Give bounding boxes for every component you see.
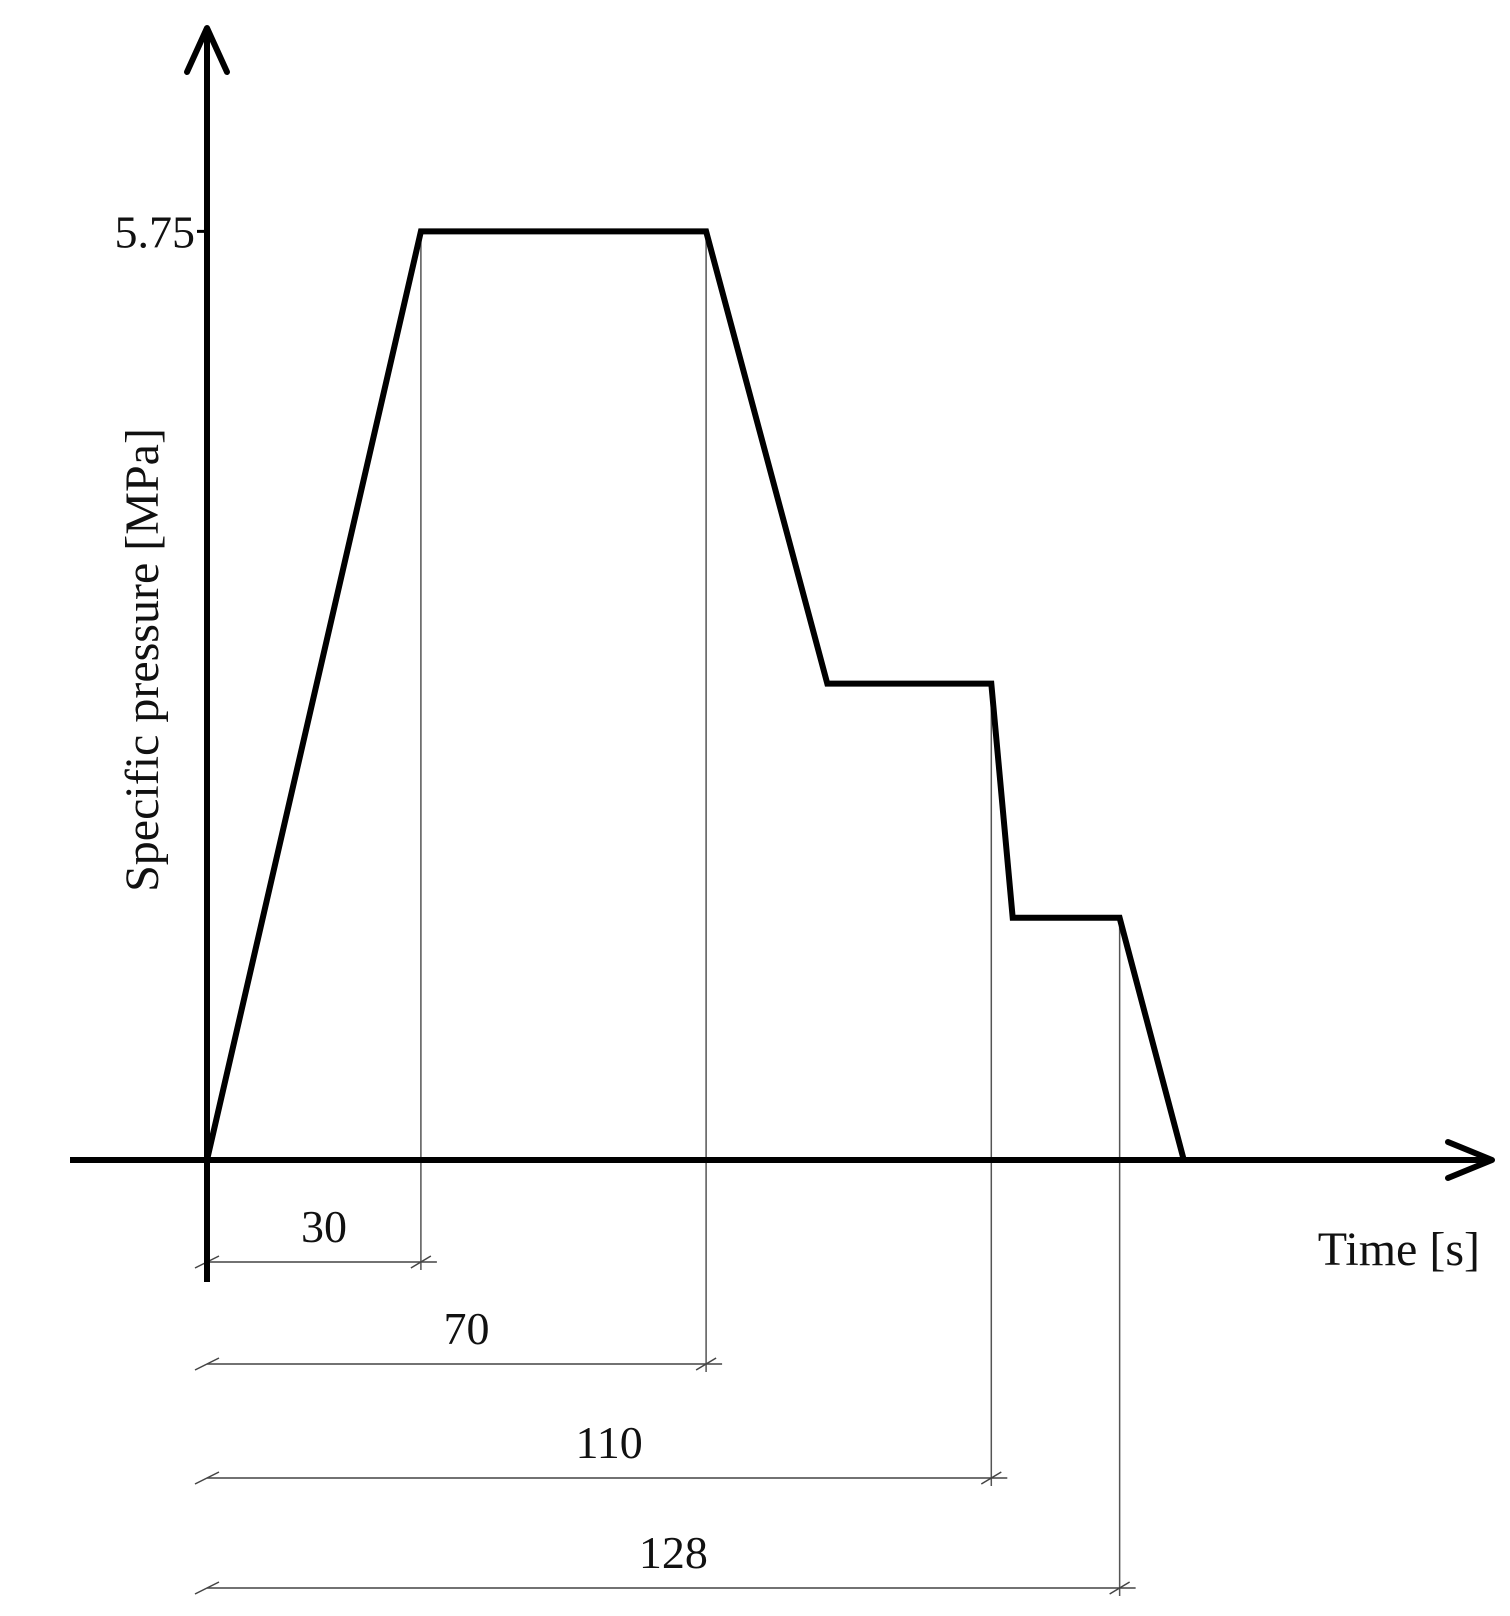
dimension-tick-start-128 xyxy=(194,1581,220,1595)
y-axis-arrow-icon xyxy=(184,25,230,75)
axis-labels: Time [s] Specific pressure [MPa] xyxy=(116,428,1480,1276)
x-axis-label: Time [s] xyxy=(1318,1223,1480,1276)
dimension-annotations: 30 70 110 128 xyxy=(194,1201,1136,1595)
series-layer xyxy=(204,228,1187,1161)
dimension-label-128: 128 xyxy=(639,1527,708,1578)
dimension-tick-start-70 xyxy=(194,1357,220,1371)
y-tick-label-0: 5.75 xyxy=(115,206,196,257)
dimension-label-30: 30 xyxy=(301,1201,347,1252)
dimension-tick-start-110 xyxy=(194,1471,220,1485)
x-axis-arrow-icon xyxy=(1445,1139,1495,1181)
guide-lines xyxy=(420,231,1121,1596)
dimension-label-70: 70 xyxy=(444,1303,490,1354)
dimension-label-110: 110 xyxy=(576,1417,643,1468)
y-axis-label: Specific pressure [MPa] xyxy=(116,428,169,892)
pressure-profile-line xyxy=(204,228,1187,1161)
axes: 5.75 xyxy=(70,25,1495,1282)
